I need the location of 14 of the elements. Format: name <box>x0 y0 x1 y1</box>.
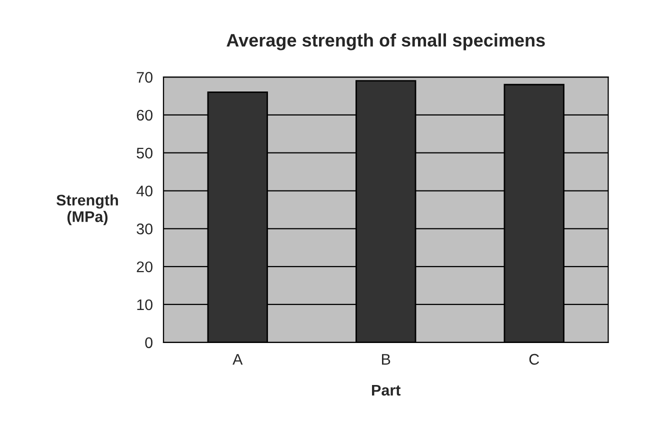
y-tick-label: 10 <box>137 299 152 310</box>
chart-title: Average strength of small specimens <box>226 33 545 50</box>
y-tick-label: 70 <box>136 72 152 83</box>
y-tick-label: 20 <box>136 261 152 272</box>
x-tick-label: B <box>382 354 390 365</box>
y-tick-label: 50 <box>136 148 152 159</box>
x-tick-label: C <box>529 354 540 365</box>
y-tick-label: 40 <box>136 186 152 196</box>
y-tick-label: 60 <box>136 110 152 121</box>
y-axis-title: Strength (MPa) <box>56 194 118 226</box>
x-axis-title: Part <box>372 384 401 396</box>
y-tick-label: 30 <box>136 224 152 234</box>
y-tick-label: 0 <box>145 337 152 348</box>
x-tick-label: A <box>232 354 243 365</box>
